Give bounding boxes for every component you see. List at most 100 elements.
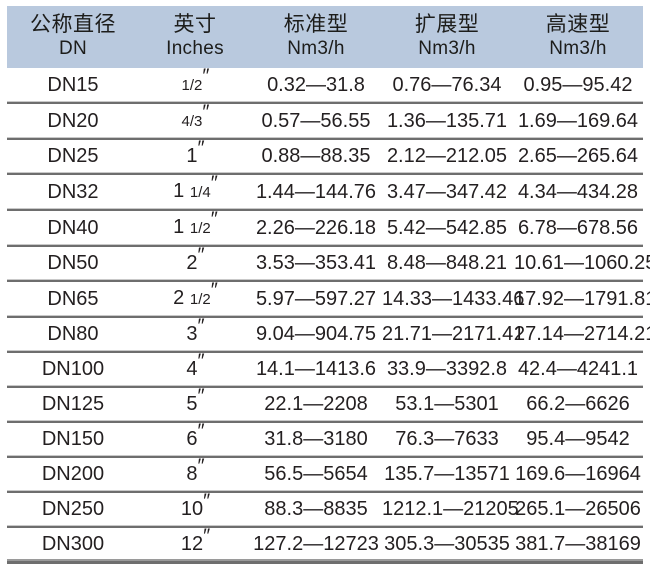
column-header-title-cn: 扩展型 xyxy=(414,13,480,36)
cell-inches: 1 1/2″ xyxy=(139,208,251,247)
table-row: DN65 2 1/2″ 5.97—597.27 14.33—1433.46 17.92—… xyxy=(7,280,650,318)
cell-extended-type: 53.1—5301 xyxy=(381,387,513,423)
cell-standard-type: 1.44—144.76 xyxy=(251,174,381,211)
table-row: DN200 8″ 56.5—5654 135.7—13571 169.6—16964 xyxy=(7,455,643,493)
inch-whole-number: 1 xyxy=(173,216,185,238)
cell-standard-type: 9.04—904.75 xyxy=(251,317,381,353)
cell-standard-type: 56.5—5654 xyxy=(251,457,381,493)
inch-whole-number: 8 xyxy=(186,463,198,485)
table-row: DN40 1 1/2″ 2.26—226.18 5.42—542.85 6.78—678… xyxy=(7,208,643,247)
cell-inches: 1″ xyxy=(139,137,251,175)
column-header-inches: 英寸 Inches xyxy=(139,6,251,68)
cell-nominal-diameter: DN300 xyxy=(7,527,139,564)
cell-extended-type: 1.36—135.71 xyxy=(381,103,513,140)
cell-high-speed-type: 2.65—265.64 xyxy=(513,139,643,175)
inch-mark-icon: ″ xyxy=(203,525,210,548)
inch-whole-number: 5 xyxy=(186,393,198,415)
cell-extended-type: 135.7—13571 xyxy=(381,457,513,493)
cell-nominal-diameter: DN20 xyxy=(7,103,139,140)
table-row: DN80 3″ 9.04—904.75 21.71—2171.41 27.14—2714… xyxy=(7,315,650,353)
table-row: DN100 4″ 14.1—1413.6 33.9—3392.8 42.4—4241.1 xyxy=(7,351,643,388)
inch-whole-number: 1 xyxy=(173,180,185,202)
inch-mark-icon: ″ xyxy=(202,65,209,88)
inch-mark-icon: ″ xyxy=(202,101,209,124)
cell-extended-type: 8.48—848.21 xyxy=(381,246,513,282)
inch-mark-icon: ″ xyxy=(210,208,218,231)
table-body: DN15 1/2″ 0.32—31.8 0.76—76.34 0.95—95.42 DN2… xyxy=(7,65,650,564)
table-row: DN300 12″ 127.2—12723 305.3—30535 381.7—3816… xyxy=(7,525,643,564)
cell-standard-type: 2.26—226.18 xyxy=(251,210,381,247)
cell-standard-type: 5.97—597.27 xyxy=(251,281,381,318)
cell-extended-type: 3.47—347.42 xyxy=(381,174,513,211)
inch-fraction: 1/2 xyxy=(189,220,211,237)
cell-inches: 8″ xyxy=(139,455,251,493)
cell-nominal-diameter: DN40 xyxy=(7,210,139,247)
inch-whole-number: 6 xyxy=(186,428,198,450)
cell-high-speed-type: 95.4—9542 xyxy=(513,422,643,458)
table-row: DN50 2″ 3.53—353.41 8.48—848.21 10.61—1060.2… xyxy=(7,244,650,282)
table-row: DN20 4/3″ 0.57—56.55 1.36—135.71 1.69—169.64 xyxy=(7,101,643,140)
inch-fraction: 4/3 xyxy=(181,113,203,130)
cell-inches: 12″ xyxy=(139,525,251,564)
cell-extended-type: 14.33—1433.46 xyxy=(381,281,524,318)
cell-high-speed-type: 66.2—6626 xyxy=(513,387,643,423)
cell-inches: 1 1/4″ xyxy=(139,172,251,211)
inch-whole-number: 2 xyxy=(186,252,198,274)
cell-inches: 2″ xyxy=(139,244,251,282)
cell-nominal-diameter: DN100 xyxy=(7,352,139,388)
column-header-unit: Inches xyxy=(166,38,224,59)
cell-inches: 3″ xyxy=(139,315,251,353)
inch-fraction: 1/2 xyxy=(189,291,211,308)
cell-high-speed-type: 381.7—38169 xyxy=(513,527,643,564)
cell-extended-type: 305.3—30535 xyxy=(381,527,513,564)
inch-mark-icon: ″ xyxy=(197,455,205,478)
cell-standard-type: 0.32—31.8 xyxy=(251,68,381,104)
column-header-extended-type: 扩展型 Nm3/h xyxy=(381,6,513,68)
cell-nominal-diameter: DN50 xyxy=(7,246,139,282)
table-row: DN15 1/2″ 0.32—31.8 0.76—76.34 0.95—95.42 xyxy=(7,65,643,104)
cell-nominal-diameter: DN25 xyxy=(7,139,139,175)
cell-inches: 5″ xyxy=(139,385,251,423)
cell-extended-type: 33.9—3392.8 xyxy=(381,352,513,388)
cell-standard-type: 0.57—56.55 xyxy=(251,103,381,140)
column-header-standard-type: 标准型 Nm3/h xyxy=(251,6,381,68)
flow-capacity-table: 公称直径 DN 英寸 Inches 标准型 Nm3/h 扩展型 Nm3/h 高速… xyxy=(7,6,650,564)
cell-extended-type: 76.3—7633 xyxy=(381,422,513,458)
cell-high-speed-type: 6.78—678.56 xyxy=(513,210,643,247)
column-header-high-speed-type: 高速型 Nm3/h xyxy=(513,6,643,68)
column-header-unit: Nm3/h xyxy=(549,38,607,59)
cell-high-speed-type: 0.95—95.42 xyxy=(513,68,643,104)
cell-inches: 4″ xyxy=(139,351,251,388)
cell-standard-type: 31.8—3180 xyxy=(251,422,381,458)
inch-mark-icon: ″ xyxy=(197,244,205,267)
cell-extended-type: 5.42—542.85 xyxy=(381,210,513,247)
table-row: DN25 1″ 0.88—88.35 2.12—212.05 2.65—265.64 xyxy=(7,137,643,175)
cell-inches: 1/2″ xyxy=(139,65,251,104)
cell-extended-type: 2.12—212.05 xyxy=(381,139,513,175)
cell-high-speed-type: 42.4—4241.1 xyxy=(513,352,643,388)
column-header-title-cn: 高速型 xyxy=(545,13,611,36)
cell-extended-type: 0.76—76.34 xyxy=(381,68,513,104)
inch-mark-icon: ″ xyxy=(197,137,205,160)
cell-high-speed-type: 4.34—434.28 xyxy=(513,174,643,211)
inch-whole-number: 3 xyxy=(186,323,198,345)
cell-standard-type: 3.53—353.41 xyxy=(251,246,381,282)
table-row: DN125 5″ 22.1—2208 53.1—5301 66.2—6626 xyxy=(7,385,643,423)
table-row: DN150 6″ 31.8—3180 76.3—7633 95.4—9542 xyxy=(7,421,643,458)
cell-high-speed-type: 1.69—169.64 xyxy=(513,103,643,140)
table-header: 公称直径 DN 英寸 Inches 标准型 Nm3/h 扩展型 Nm3/h 高速… xyxy=(7,6,643,68)
inch-mark-icon: ″ xyxy=(197,385,205,408)
column-header-nominal-diameter: 公称直径 DN xyxy=(7,6,139,68)
inch-whole-number: 10 xyxy=(180,498,204,520)
cell-nominal-diameter: DN80 xyxy=(7,317,139,353)
table-header-row: 公称直径 DN 英寸 Inches 标准型 Nm3/h 扩展型 Nm3/h 高速… xyxy=(7,6,643,68)
cell-standard-type: 0.88—88.35 xyxy=(251,139,381,175)
column-header-title-cn: 标准型 xyxy=(283,13,349,36)
cell-nominal-diameter: DN15 xyxy=(7,68,139,104)
inch-mark-icon: ″ xyxy=(197,315,205,338)
inch-whole-number: 4 xyxy=(186,358,198,380)
cell-standard-type: 127.2—12723 xyxy=(251,527,381,564)
column-header-unit: Nm3/h xyxy=(418,38,476,59)
inch-fraction: 1/2 xyxy=(181,77,203,94)
inch-mark-icon: ″ xyxy=(210,172,218,195)
